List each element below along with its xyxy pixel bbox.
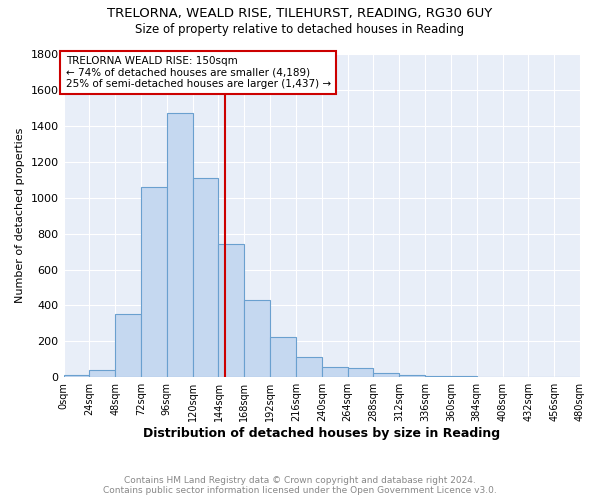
Bar [64,374,89,378]
Text: Contains HM Land Registry data © Crown copyright and database right 2024.
Contai: Contains HM Land Registry data © Crown c… [103,476,497,495]
Text: TRELORNA WEALD RISE: 150sqm
← 74% of detached houses are smaller (4,189)
25% of : TRELORNA WEALD RISE: 150sqm ← 74% of det… [65,56,331,89]
Bar [244,300,270,378]
Bar [115,314,141,378]
Y-axis label: Number of detached properties: Number of detached properties [15,128,25,304]
Bar [347,368,373,378]
Bar [373,373,399,378]
Bar [322,366,347,378]
Bar [89,370,115,378]
Bar [296,356,322,378]
Bar [193,178,218,378]
X-axis label: Distribution of detached houses by size in Reading: Distribution of detached houses by size … [143,427,500,440]
Bar [270,337,296,378]
Bar [477,376,503,378]
Bar [425,376,451,378]
Bar [503,377,529,378]
Bar [399,374,425,378]
Bar [141,187,167,378]
Bar [167,114,193,378]
Bar [451,376,477,378]
Bar [218,244,244,378]
Text: Size of property relative to detached houses in Reading: Size of property relative to detached ho… [136,22,464,36]
Text: TRELORNA, WEALD RISE, TILEHURST, READING, RG30 6UY: TRELORNA, WEALD RISE, TILEHURST, READING… [107,8,493,20]
